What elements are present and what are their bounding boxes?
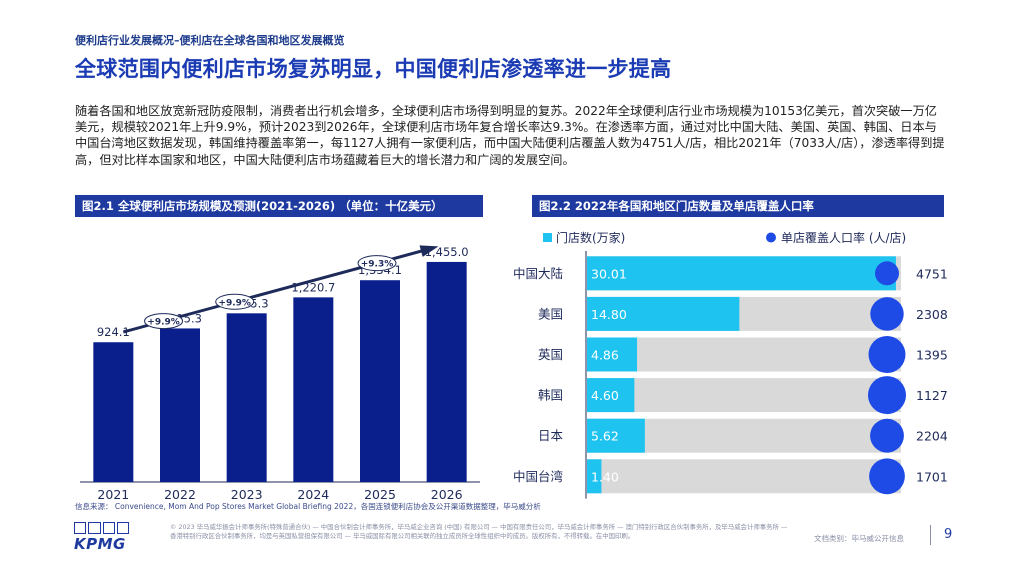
legend-coverage-label: 单店覆盖人口率 (人/店): [781, 230, 906, 245]
bar-background: [587, 459, 901, 494]
growth-pill: [357, 255, 397, 272]
store-count-label: 4.86: [591, 348, 619, 363]
kpmg-logo-boxes: [74, 522, 129, 534]
bar-2023: [226, 313, 267, 482]
page-title: 全球范围内便利店市场复苏明显，中国便利店渗透率进一步提高: [75, 57, 672, 81]
bar-2026: [426, 261, 467, 482]
coverage-label: 1701: [916, 469, 948, 484]
bar-2025: [360, 280, 400, 482]
coverage-label: 1395: [916, 348, 948, 363]
bar-background: [587, 337, 901, 372]
store-coverage-chart: 门店数(万家) 单店覆盖人口率 (人/店) 中国大陆 30.01 4751 美国 14.80…: [513, 230, 948, 499]
growth-rate-label: +9.9%: [218, 298, 251, 308]
growth-pill: [144, 313, 184, 330]
document-classification: 文档类别：毕马威公开信息: [814, 534, 904, 543]
bar-2021: [93, 342, 134, 482]
bar-value-label: 1,220.7: [291, 280, 335, 294]
bar-background: [587, 378, 901, 413]
source-note: 信息来源： Convenience, Mom And Pop Stores Ma…: [75, 502, 541, 511]
category-label: 中国台湾: [513, 469, 563, 484]
growth-rate-label: +9.9%: [147, 318, 180, 328]
store-count-bar: [587, 256, 896, 291]
coverage-dot: [868, 376, 906, 415]
bar-2022: [160, 328, 200, 482]
coverage-dot: [869, 458, 905, 495]
coverage-dot: [868, 336, 906, 373]
bar-value-label: 1,455.0: [425, 245, 469, 259]
growth-rate-label: +9.3%: [361, 260, 394, 270]
store-count-label: 30.01: [591, 266, 627, 281]
store-count-bar: [587, 418, 645, 453]
intro-paragraph: 随着各国和地区放宽新冠防疫限制，消费者出行机会增多，全球便利店市场得到明显的复苏…: [75, 104, 945, 167]
chart2-title: 图2.2 2022年各国和地区门店数量及单店覆盖人口率: [532, 195, 944, 217]
category-label: 日本: [538, 428, 564, 443]
chart1-title: 图2.1 全球便利店市场规模及预测(2021-2026) （单位：十亿美元）: [75, 195, 483, 217]
x-tick-label: 2026: [431, 487, 463, 502]
legal-footer: © 2023 毕马威华振会计师事务所(特殊普通合伙) — 中国合伙制会计师事务所…: [170, 523, 788, 540]
x-tick-label: 2023: [231, 487, 263, 502]
bar-value-label: 924.1: [97, 325, 130, 339]
x-tick-label: 2021: [97, 487, 129, 502]
coverage-dot: [870, 297, 904, 331]
store-count-bar: [587, 337, 638, 372]
store-count-bar: [587, 459, 602, 494]
category-label: 韩国: [538, 388, 563, 403]
breadcrumb: 便利店行业发展概况–便利店在全球各国和地区发展概览: [75, 34, 345, 47]
coverage-label: 2308: [916, 307, 948, 322]
store-count-label: 5.62: [591, 429, 619, 444]
kpmg-logo: KPMG: [74, 535, 126, 553]
coverage-label: 1127: [916, 388, 948, 403]
x-tick-label: 2025: [364, 487, 396, 502]
growth-arrow-head: [419, 245, 439, 257]
store-count-label: 1.40: [591, 469, 619, 484]
coverage-label: 2204: [916, 429, 948, 444]
coverage-label: 4751: [916, 266, 948, 281]
category-label: 英国: [538, 347, 563, 362]
store-count-label: 14.80: [591, 307, 627, 322]
coverage-dot: [875, 261, 899, 286]
category-label: 中国大陆: [513, 266, 563, 281]
legend-stores-swatch: [543, 233, 552, 242]
x-tick-label: 2022: [164, 487, 196, 502]
legend-coverage-dot: [766, 232, 776, 243]
store-count-label: 4.60: [591, 388, 619, 403]
footer-divider: [930, 525, 931, 545]
coverage-dot: [870, 418, 904, 453]
x-tick-label: 2024: [297, 487, 329, 502]
legend-stores-label: 门店数(万家): [556, 230, 625, 245]
market-size-bar-chart: 924.120211,015.320221,115.320231,220.720…: [80, 245, 480, 502]
bar-2024: [293, 297, 334, 482]
growth-pill: [215, 293, 255, 310]
category-label: 美国: [538, 306, 563, 321]
store-count-bar: [587, 378, 635, 413]
page-number: 9: [944, 527, 953, 542]
store-count-bar: [587, 296, 740, 331]
